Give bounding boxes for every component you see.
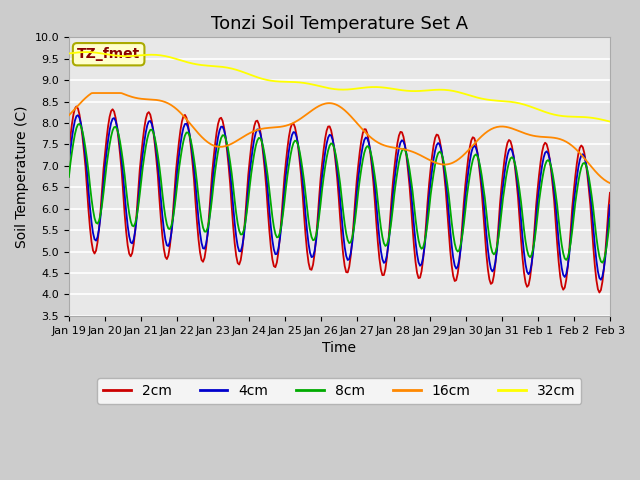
Y-axis label: Soil Temperature (C): Soil Temperature (C) [15,105,29,248]
Legend: 2cm, 4cm, 8cm, 16cm, 32cm: 2cm, 4cm, 8cm, 16cm, 32cm [97,378,581,404]
X-axis label: Time: Time [323,341,356,355]
Title: Tonzi Soil Temperature Set A: Tonzi Soil Temperature Set A [211,15,468,33]
Text: TZ_fmet: TZ_fmet [77,47,140,61]
